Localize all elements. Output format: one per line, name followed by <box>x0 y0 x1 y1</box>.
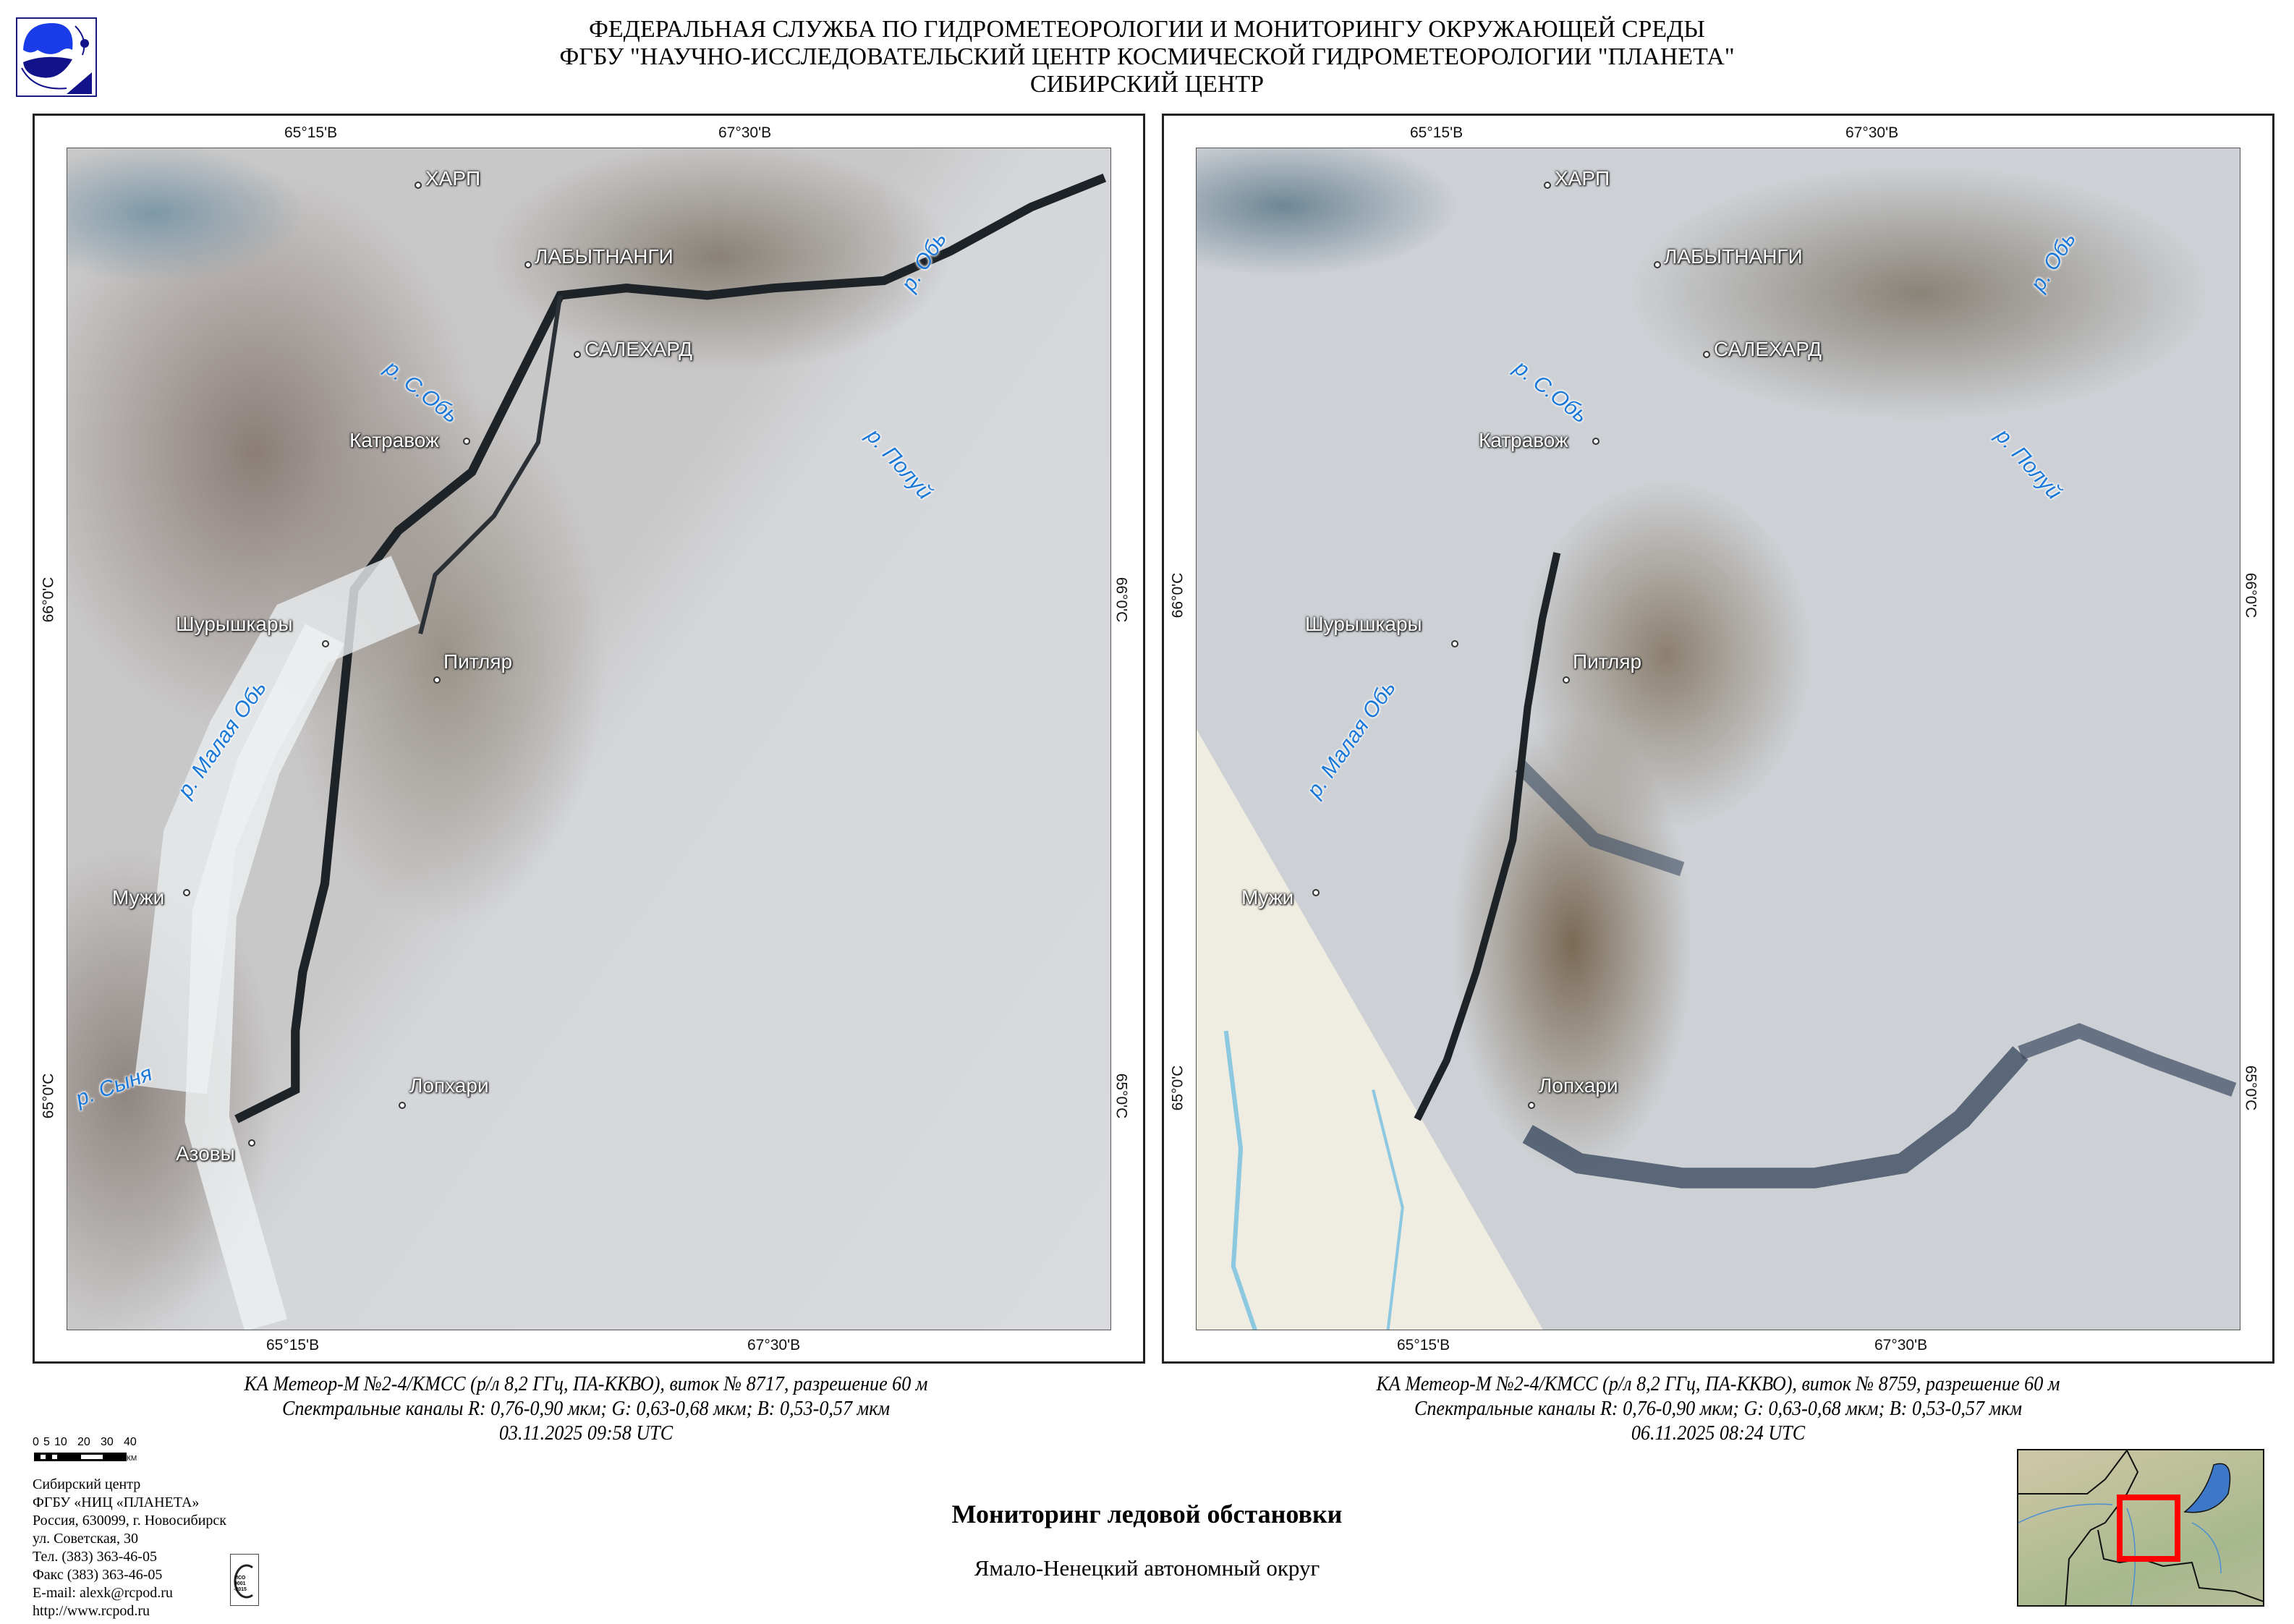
place-dot <box>433 676 441 684</box>
place-muzhi: Мужи <box>112 886 165 909</box>
caption-left: КА Метеор-М №2-4/КМСС (р/л 8,2 ГГц, ПА-К… <box>85 1372 1087 1445</box>
place-dot <box>322 640 329 647</box>
ice-lead-band <box>1197 552 2237 1330</box>
tick-lat-right-2: 65°0'С <box>1113 1073 1130 1119</box>
place-dot <box>1563 676 1570 684</box>
satellite-image-left[interactable]: ХАРП ЛАБЫТНАНГИ САЛЕХАРД Катравож Шурышк… <box>67 148 1111 1330</box>
tick-lon-bottom-2: 67°30'В <box>1874 1337 1928 1353</box>
tick-lon-top-2: 67°30'В <box>1845 124 1899 141</box>
tick-lat-right-1: 66°0'С <box>1113 577 1130 623</box>
place-labytnangi: ЛАБЫТНАНГИ <box>535 245 674 268</box>
place-azovy: Азовы <box>176 1142 235 1165</box>
scale-label: 30 <box>101 1436 114 1448</box>
scale-label: 20 <box>77 1436 90 1448</box>
place-labytnangi: ЛАБЫТНАНГИ <box>1664 245 1803 268</box>
document-subtitle: Ямало-Ненецкий автономный округ <box>974 1555 1320 1581</box>
tick-lon-top-1: 65°15'В <box>1410 124 1464 141</box>
place-dot <box>415 182 422 189</box>
scale-unit: КМ <box>127 1455 137 1463</box>
scale-label: 40 <box>124 1436 137 1448</box>
address-line: E-mail: alexk@rcpod.ru <box>33 1585 173 1601</box>
address-line: http://www.rcpod.ru <box>33 1603 150 1619</box>
inset-location-map[interactable] <box>2017 1449 2264 1607</box>
address-line: Сибирский центр <box>33 1476 141 1492</box>
place-dot <box>1528 1102 1535 1109</box>
place-dot <box>1654 261 1661 268</box>
tick-lat-right-2: 65°0'С <box>2242 1065 2259 1111</box>
place-dot <box>1703 351 1710 358</box>
tick-lon-top-2: 67°30'В <box>718 124 772 141</box>
scale-bar: 0 5 10 20 30 40 КМ <box>33 1436 242 1472</box>
place-dot <box>1544 182 1551 189</box>
caption-left-line1: КА Метеор-М №2-4/КМСС (р/л 8,2 ГГц, ПА-К… <box>244 1372 928 1395</box>
place-salekhard: САЛЕХАРД <box>585 338 693 360</box>
place-dot <box>463 438 470 445</box>
place-salekhard: САЛЕХАРД <box>1714 338 1822 360</box>
place-muzhi: Мужи <box>1241 886 1294 909</box>
tick-lon-bottom-1: 65°15'В <box>1397 1337 1450 1353</box>
place-pitlyar: Питляр <box>1573 650 1642 673</box>
tick-lon-bottom-2: 67°30'В <box>747 1337 801 1353</box>
scale-label: 5 <box>43 1436 50 1448</box>
place-dot <box>574 351 581 358</box>
address-line: Тел. (383) 363-46-05 <box>33 1549 157 1565</box>
address-line: ул. Советская, 30 <box>33 1531 138 1547</box>
inset-area-box <box>2117 1495 2180 1562</box>
document-title: Мониторинг ледовой обстановки <box>951 1500 1343 1529</box>
place-dot <box>399 1102 406 1109</box>
satellite-image-right[interactable]: ХАРП ЛАБЫТНАНГИ САЛЕХАРД Катравож Шурышк… <box>1196 148 2240 1330</box>
place-pitlyar: Питляр <box>443 650 513 673</box>
place-harp: ХАРП <box>1555 167 1610 190</box>
place-dot <box>248 1139 255 1147</box>
header: ФЕДЕРАЛЬНАЯ СЛУЖБА ПО ГИДРОМЕТЕОРОЛОГИИ … <box>0 16 2294 98</box>
planeta-logo <box>16 17 97 97</box>
map-panel-left: 65°15'В 67°30'В 65°15'В 67°30'В 66°0'С 6… <box>33 114 1145 1364</box>
place-dot <box>1312 889 1320 896</box>
scale-label: 0 <box>33 1436 39 1448</box>
iso-certification-logo: ИСО 9001 -2015 <box>230 1554 259 1606</box>
scale-bar-graphic <box>34 1453 127 1461</box>
place-shuryshkary: Шурышкары <box>176 613 293 635</box>
tick-lat-left-1: 66°0'С <box>40 577 57 623</box>
place-katravozh: Катравож <box>349 429 439 451</box>
place-dot <box>183 889 190 896</box>
caption-right-line3: 06.11.2025 08:24 UTC <box>1631 1421 1806 1445</box>
header-line3: СИБИРСКИЙ ЦЕНТР <box>1029 71 1265 98</box>
caption-left-line3: 03.11.2025 09:58 UTC <box>498 1421 674 1445</box>
svg-text:ИСО: ИСО <box>234 1576 246 1581</box>
caption-right-line1: КА Метеор-М №2-4/КМСС (р/л 8,2 ГГц, ПА-К… <box>1376 1372 2060 1395</box>
place-lopkhari: Лопхари <box>1539 1074 1618 1097</box>
place-dot <box>524 261 532 268</box>
caption-right: КА Метеор-М №2-4/КМСС (р/л 8,2 ГГц, ПА-К… <box>1217 1372 2219 1445</box>
tick-lat-left-2: 65°0'С <box>40 1073 57 1119</box>
map-panel-right: 65°15'В 67°30'В 65°15'В 67°30'В 66°0'С 6… <box>1162 114 2274 1364</box>
place-dot <box>1592 438 1600 445</box>
place-shuryshkary: Шурышкары <box>1305 613 1422 635</box>
tick-lon-bottom-1: 65°15'В <box>266 1337 320 1353</box>
header-line1: ФЕДЕРАЛЬНАЯ СЛУЖБА ПО ГИДРОМЕТЕОРОЛОГИИ … <box>589 16 1705 43</box>
address-line: Факс (383) 363-46-05 <box>33 1567 163 1583</box>
river-ob-channel <box>133 174 1107 1330</box>
address-block: Сибирский центр ФГБУ «НИЦ «ПЛАНЕТА» Росс… <box>33 1476 226 1620</box>
scale-label: 10 <box>54 1436 67 1448</box>
tick-lon-top-1: 65°15'В <box>284 124 338 141</box>
svg-text:9001: 9001 <box>234 1581 246 1586</box>
address-line: ФГБУ «НИЦ «ПЛАНЕТА» <box>33 1495 200 1510</box>
tick-lat-left-2: 65°0'С <box>1169 1065 1186 1111</box>
place-katravozh: Катравож <box>1479 429 1568 451</box>
place-harp: ХАРП <box>425 167 481 190</box>
caption-left-line2: Спектральные каналы R: 0,76-0,90 мкм; G:… <box>281 1397 891 1420</box>
svg-text:-2015: -2015 <box>234 1587 247 1592</box>
place-lopkhari: Лопхари <box>409 1074 489 1097</box>
tick-lat-right-1: 66°0'С <box>2242 572 2259 618</box>
place-dot <box>1451 640 1458 647</box>
tick-lat-left-1: 66°0'С <box>1169 572 1186 618</box>
caption-right-line2: Спектральные каналы R: 0,76-0,90 мкм; G:… <box>1414 1397 2023 1420</box>
header-line2: ФГБУ "НАУЧНО-ИССЛЕДОВАТЕЛЬСКИЙ ЦЕНТР КОС… <box>559 43 1735 70</box>
address-line: Россия, 630099, г. Новосибирск <box>33 1513 227 1529</box>
